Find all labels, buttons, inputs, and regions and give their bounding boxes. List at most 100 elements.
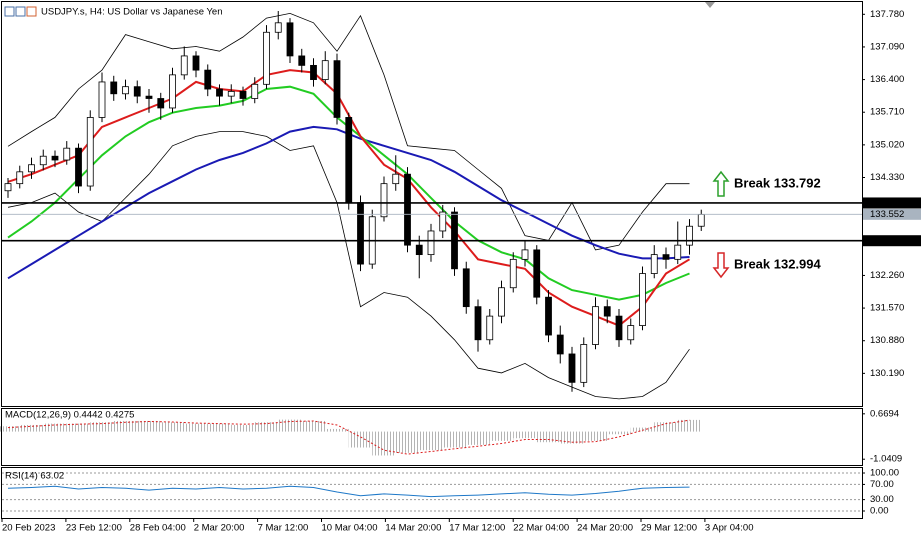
macd-title: MACD(12,26,9) 0.4442 0.4275 (5, 410, 134, 421)
candle-body (662, 254, 670, 260)
macd-bar (137, 420, 161, 432)
candle-body (263, 31, 270, 85)
indicator-line (7, 12, 690, 251)
candle-body (592, 306, 599, 345)
y-tick-label: 0.00 (870, 506, 889, 517)
candle-body (321, 60, 329, 80)
macd-bar (0, 426, 20, 432)
x-tick-label: 23 Feb 12:00 (66, 523, 122, 534)
candle-body (697, 214, 705, 227)
main-panel-frame (1, 1, 863, 407)
candle-body (286, 22, 294, 57)
x-tick-label: 24 Mar 20:00 (577, 523, 633, 534)
y-tick-label: -1.0409 (870, 454, 902, 465)
candle-body (298, 55, 306, 66)
macd-bar (160, 422, 185, 432)
macd-bar (654, 422, 678, 432)
macd-signal (7, 419, 690, 455)
macd-bar (184, 423, 208, 432)
macd-bar (372, 431, 396, 456)
y-tick-label: 137.780 (870, 9, 904, 20)
candle-body (603, 306, 611, 317)
macd-bar (583, 431, 608, 441)
candle-body (192, 55, 200, 71)
macd-bar (301, 420, 326, 432)
y-tick-label: 0.6694 (870, 408, 899, 419)
macd-bar (442, 431, 467, 448)
y-tick-label: 134.330 (870, 172, 904, 183)
macd-bar (466, 431, 490, 445)
candle-body (650, 254, 658, 274)
candle-body (110, 81, 118, 95)
candle-body (627, 325, 635, 341)
candle-body (357, 202, 364, 265)
candle-body (415, 244, 423, 256)
macd-panel-frame (1, 408, 863, 466)
candle-body (16, 171, 24, 185)
candle-body (133, 86, 141, 97)
candle-body (380, 183, 388, 218)
candle-body (498, 287, 505, 317)
macd-bar (231, 424, 255, 432)
x-tick-label: 7 Mar 12:00 (258, 523, 309, 534)
candle-body (615, 315, 623, 341)
candle-body (545, 296, 552, 336)
candle-body (274, 22, 282, 33)
annotation-text: Break 133.792 (734, 175, 821, 190)
macd-bar (66, 423, 91, 432)
candle-body (39, 155, 47, 166)
candle-body (509, 258, 517, 289)
price-level-label: 132.994 (870, 235, 904, 246)
candle-body (333, 60, 341, 118)
x-tick-label: 22 Mar 04:00 (513, 523, 569, 534)
price-level-label: 133.552 (870, 209, 904, 220)
candle-body (122, 86, 129, 95)
candle-body (169, 74, 176, 109)
candle-body (345, 117, 353, 203)
macd-bar (489, 431, 514, 441)
macd-bar (90, 422, 114, 432)
candle-body (686, 225, 693, 246)
candle-body (556, 334, 564, 355)
x-tick-label: 20 Feb 2023 (2, 523, 55, 534)
rsi-line (7, 485, 690, 498)
macd-bar (419, 431, 443, 451)
candle-body (216, 88, 223, 97)
candle-body (239, 91, 247, 99)
candle-body (310, 64, 317, 80)
macd-bar (513, 431, 537, 439)
macd-bar (254, 422, 279, 432)
candle-body (28, 164, 35, 173)
indicator-line (7, 131, 690, 400)
candle-body (63, 147, 71, 161)
candle-body (427, 230, 435, 256)
candle-body (251, 83, 259, 99)
x-tick-label: 28 Feb 04:00 (130, 523, 186, 534)
x-tick-label: 10 Mar 04:00 (322, 523, 378, 534)
candle-body (157, 98, 165, 109)
y-tick-label: 130.190 (870, 368, 904, 379)
candle-body (145, 95, 153, 99)
annotation-arrow (712, 170, 730, 197)
price-level-box (863, 235, 921, 247)
candle-body (533, 249, 541, 298)
y-tick-label: 70.00 (870, 479, 894, 490)
macd-bar (607, 431, 631, 435)
y-tick-label: 100.00 (870, 468, 899, 479)
macd-bar (677, 419, 702, 432)
rsi-panel-frame (1, 467, 863, 519)
candle-body (75, 147, 82, 187)
candle-body (204, 69, 212, 90)
y-tick-label: 130.880 (870, 335, 904, 346)
candle-body (568, 353, 576, 383)
x-tick-label: 29 Mar 12:00 (641, 523, 697, 534)
y-tick-label: 135.710 (870, 107, 904, 118)
price-level-label: 133.792 (870, 197, 904, 208)
macd-bar (113, 420, 138, 432)
y-tick-label: 30.00 (870, 494, 894, 505)
y-tick-label: 135.020 (870, 139, 904, 150)
y-tick-label: 137.090 (870, 41, 904, 52)
candle-body (180, 55, 188, 76)
y-tick-label: 132.260 (870, 270, 904, 281)
